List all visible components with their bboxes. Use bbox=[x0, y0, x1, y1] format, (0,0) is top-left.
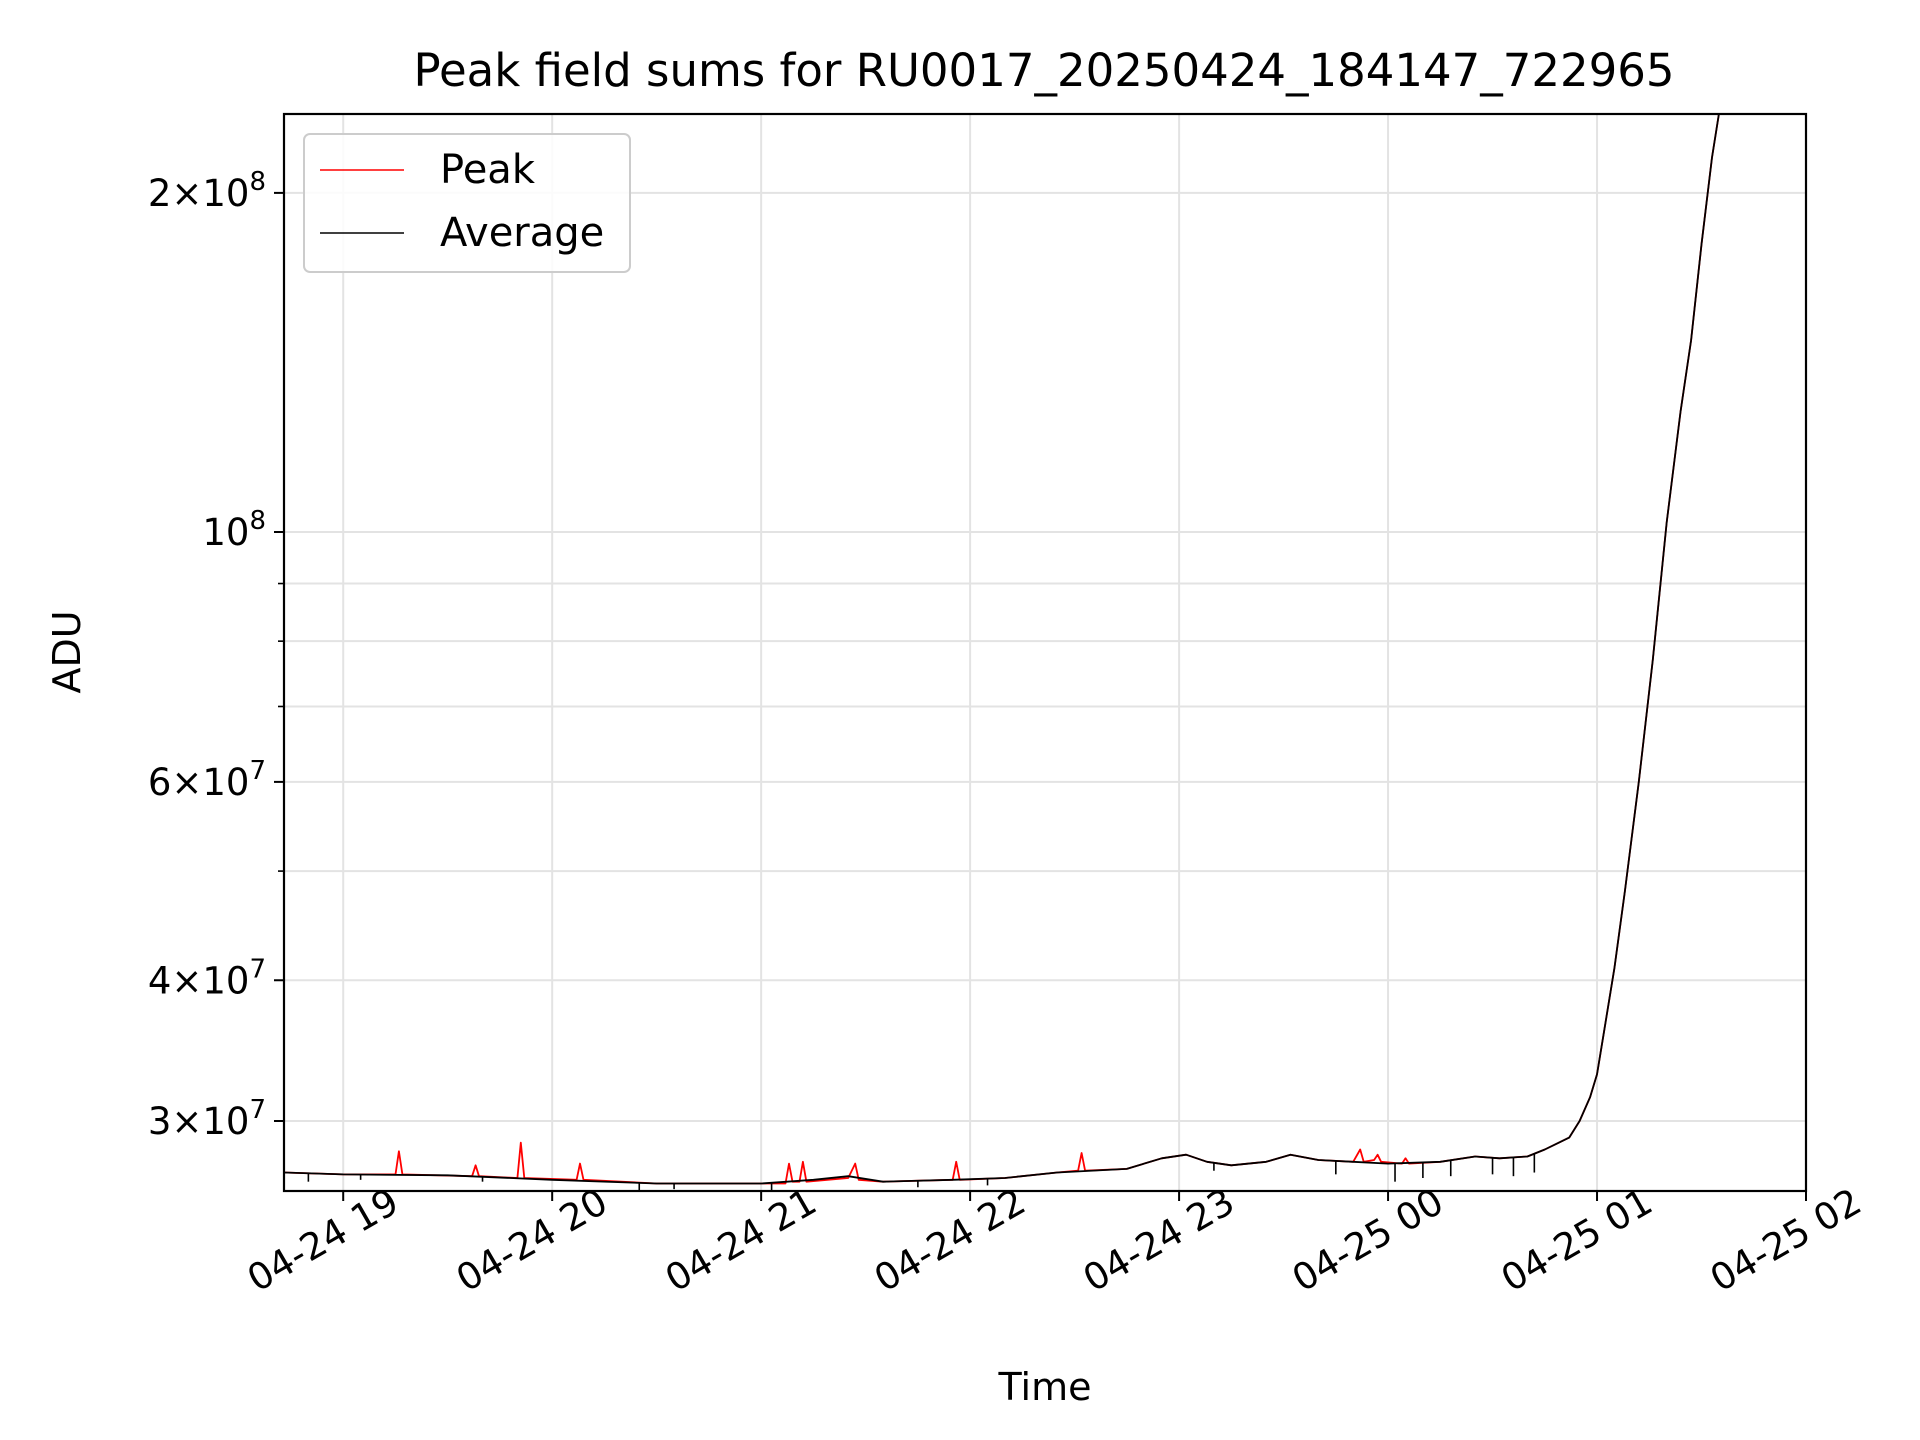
legend: Peak Average bbox=[303, 133, 631, 273]
y-tick-label: 6×107 bbox=[148, 756, 266, 804]
y-tick-label: 2×108 bbox=[148, 167, 266, 215]
series-clip-group bbox=[284, 114, 1720, 1191]
legend-label-peak: Peak bbox=[440, 147, 536, 193]
x-axis-title: Time bbox=[998, 1365, 1092, 1409]
legend-label-average: Average bbox=[440, 210, 604, 256]
grid bbox=[284, 114, 1806, 1191]
series-layer bbox=[284, 114, 1720, 1191]
y-tick-label: 3×107 bbox=[148, 1095, 266, 1143]
legend-box bbox=[303, 133, 631, 273]
y-axis: 3×107 4×107 6×107 108 2×108 bbox=[148, 167, 284, 1143]
plot-frame bbox=[282, 112, 1808, 1193]
y-tick-label: 108 bbox=[202, 506, 266, 554]
y-axis-title: ADU bbox=[45, 610, 89, 693]
series-line-average bbox=[284, 114, 1720, 1185]
chart-title: Peak field sums for RU0017_20250424_1841… bbox=[413, 44, 1674, 97]
y-tick-label: 4×107 bbox=[148, 954, 266, 1002]
